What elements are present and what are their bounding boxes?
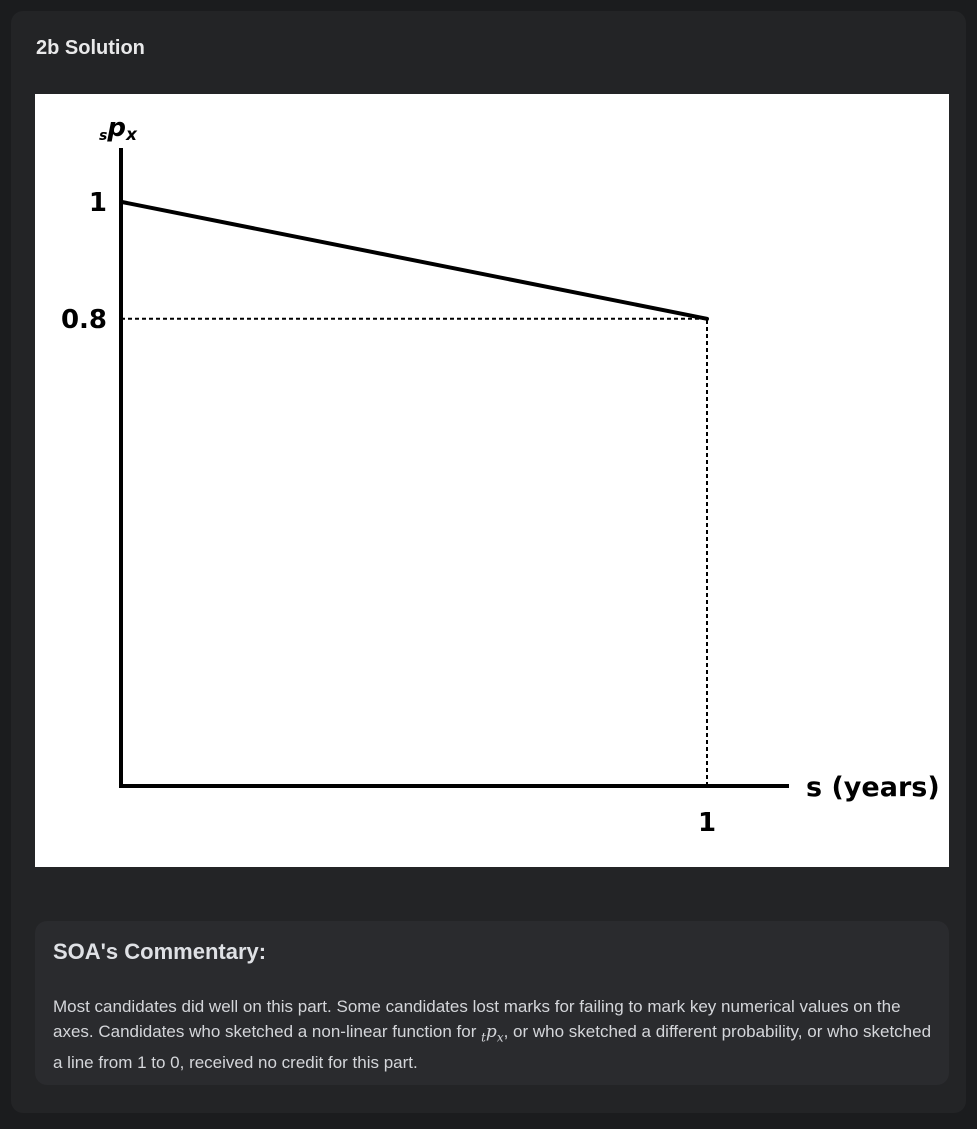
commentary-math: tpx bbox=[481, 1022, 504, 1045]
commentary-text: Most candidates did well on this part. S… bbox=[53, 994, 933, 1075]
y-tick-label: 1 bbox=[89, 188, 107, 218]
x-tick-label: 1 bbox=[698, 808, 716, 838]
commentary-title: SOA's Commentary: bbox=[53, 939, 267, 964]
data-line bbox=[120, 200, 709, 321]
y-axis-label-main: p bbox=[106, 113, 126, 143]
y-axis-label-post-sub: x bbox=[125, 125, 138, 145]
y-axis-label-pre-sub: s bbox=[99, 128, 107, 144]
section-title: 2b Solution bbox=[36, 37, 145, 59]
commentary-math-main: p bbox=[485, 1022, 497, 1042]
commentary-math-pre-sub: t bbox=[481, 1030, 486, 1045]
commentary-text-after: , or who sketched a different probabilit… bbox=[53, 1022, 932, 1073]
survival-chart: spx s (years) 1 0.8 1 bbox=[35, 94, 949, 867]
y-axis-label: spx bbox=[99, 113, 138, 145]
x-axis-label: s (years) bbox=[806, 772, 940, 803]
commentary-text-before: Most candidates did well on this part. S… bbox=[53, 997, 901, 1041]
survival-chart-svg: spx s (years) 1 0.8 1 bbox=[61, 113, 940, 838]
commentary-math-post-sub: x bbox=[496, 1030, 504, 1045]
commentary-box: SOA's Commentary: Most candidates did we… bbox=[35, 921, 949, 1085]
y-tick-label: 0.8 bbox=[61, 305, 107, 335]
solution-card: 2b Solution spx s (years) 1 0.8 1 SOA's … bbox=[11, 11, 966, 1113]
